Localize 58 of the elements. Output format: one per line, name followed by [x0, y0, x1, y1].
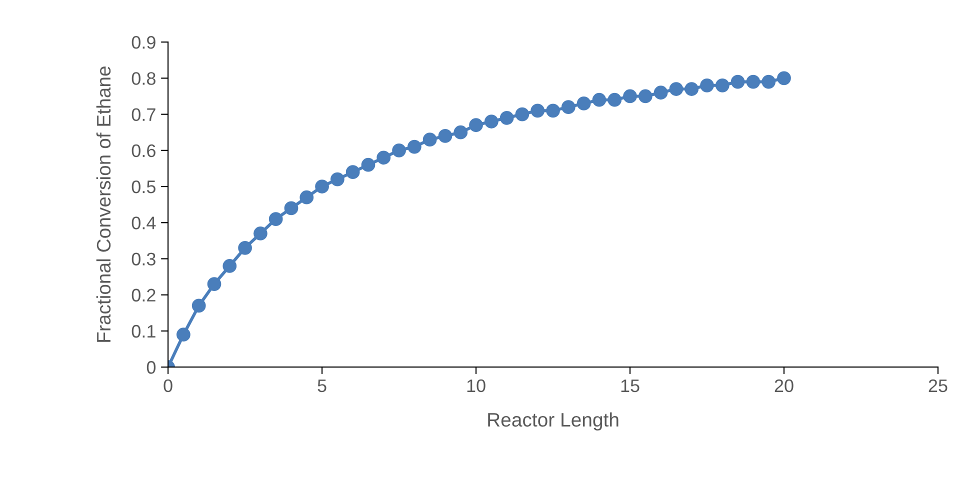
point: [654, 86, 668, 100]
x-tick-label: 5: [318, 380, 326, 392]
point: [392, 143, 406, 158]
y-tick-label: 0.9: [132, 36, 156, 49]
point: [684, 82, 699, 96]
point: [700, 78, 714, 92]
point: [530, 104, 545, 118]
point: [407, 140, 422, 154]
point: [515, 107, 530, 122]
point: [300, 190, 314, 204]
point: [669, 82, 684, 96]
point: [454, 125, 468, 140]
point: [361, 158, 376, 172]
point: [762, 74, 776, 89]
point: [330, 172, 344, 186]
point: [576, 96, 591, 110]
point: [715, 78, 730, 92]
x-tick-label: 20: [774, 379, 794, 392]
point: [238, 240, 252, 255]
y-tick-label: 0: [146, 361, 156, 374]
y-tick-label: 0.4: [132, 216, 156, 230]
point: [253, 226, 268, 240]
point: [346, 165, 360, 180]
y-tick-label: 0.1: [132, 324, 156, 338]
point: [469, 118, 483, 132]
y-tick-label: 0.3: [132, 252, 156, 266]
point: [592, 92, 606, 107]
x-tick-label: 10: [467, 379, 486, 392]
point: [546, 104, 560, 118]
point: [376, 150, 391, 165]
point: [500, 110, 514, 125]
point: [730, 74, 745, 89]
point: [438, 129, 452, 143]
point: [315, 180, 329, 194]
point: [284, 201, 298, 216]
y-tick-label: 0.6: [132, 144, 156, 158]
x-tick-label: 15: [621, 380, 640, 392]
point: [176, 328, 190, 342]
point: [561, 100, 576, 114]
y-tick-label: 0.8: [132, 72, 156, 85]
point: [746, 74, 760, 89]
point: [222, 259, 237, 273]
x-tick-label: 0: [164, 379, 172, 392]
point: [608, 92, 622, 107]
point: [207, 277, 222, 291]
x-axis-title: Reactor Length: [488, 412, 618, 431]
point: [192, 298, 206, 313]
point: [623, 89, 637, 104]
point: [484, 114, 498, 128]
point: [638, 89, 652, 104]
y-tick-label: 0.2: [132, 288, 156, 302]
point: [777, 71, 791, 86]
y-axis-title: Fractional Conversion of Ethane: [96, 66, 111, 342]
point: [268, 212, 283, 226]
y-tick-label: 0.5: [132, 180, 156, 194]
x-tick-label: 25: [928, 379, 948, 392]
y-tick-label: 0.7: [132, 108, 156, 122]
point: [422, 132, 437, 147]
